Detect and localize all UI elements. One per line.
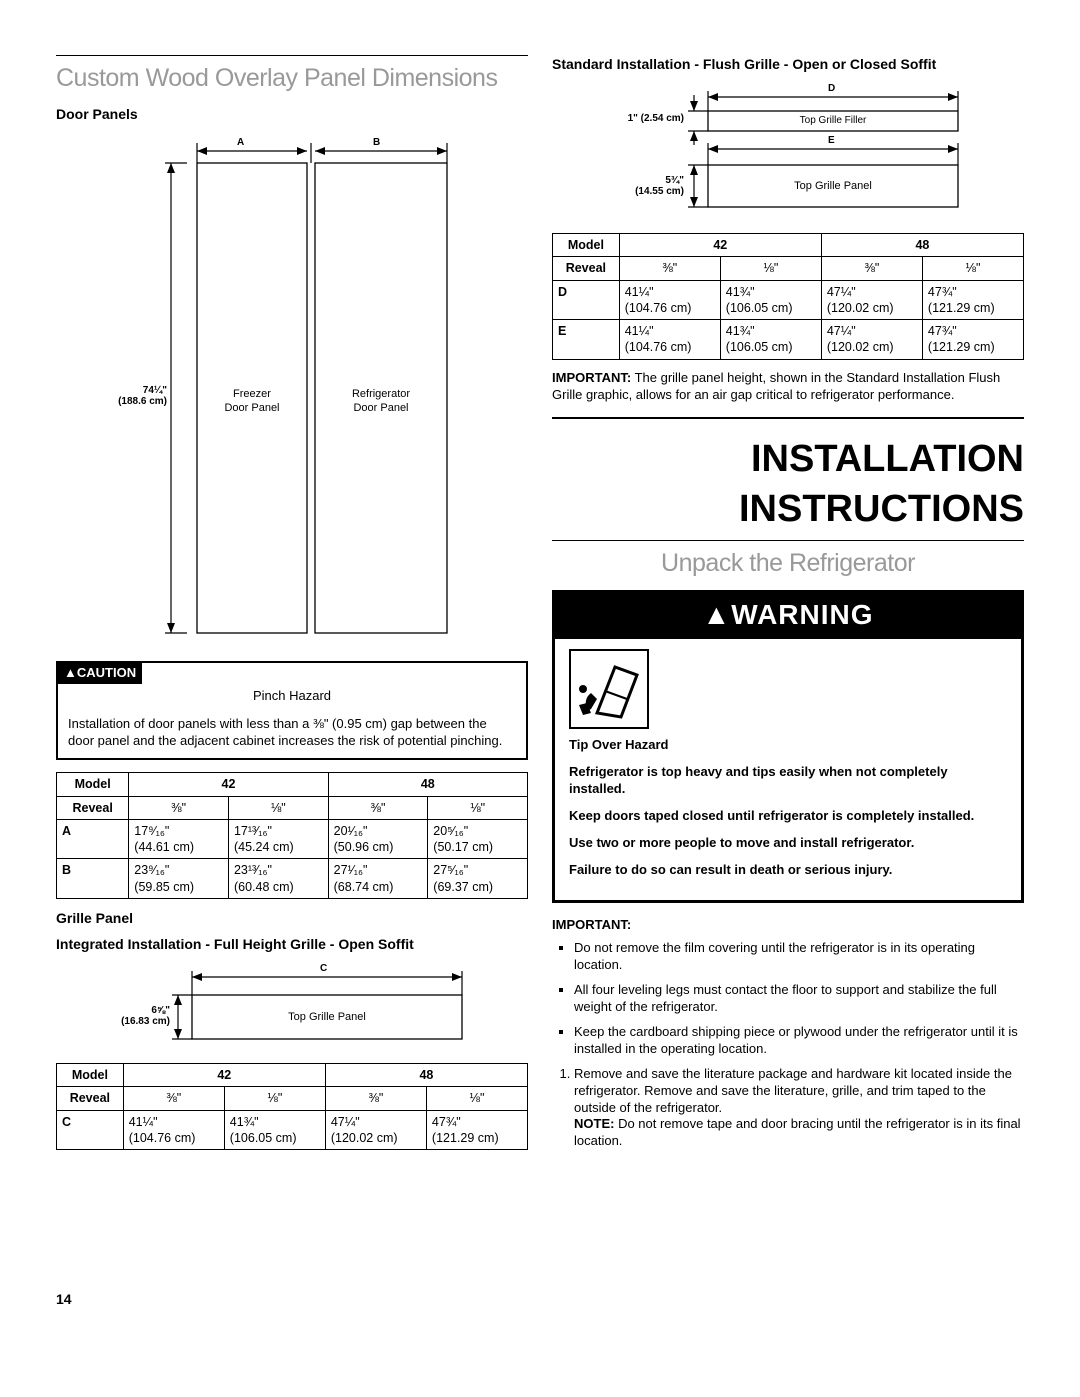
dim-filler-h: 1" (2.54 cm) [608,113,684,124]
integrated-grille-diagram: C 6⅝" (16.83 cm) Top Grille Panel [112,963,472,1053]
filler-label: Top Grille Filler [708,114,958,127]
standard-grille-diagram: D E 1" (2.54 cm) 5¾" (14.55 cm) Top Gril… [608,83,968,223]
door-panels-heading: Door Panels [56,105,528,123]
warning-header: ▲WARNING [555,593,1021,639]
integrated-grille-table: Model4248 Reveal⅜"⅛"⅜"⅛" C 41¼"(104.76 c… [56,1063,528,1150]
warning-p1: Refrigerator is top heavy and tips easil… [569,764,1007,798]
list-item: Do not remove the film covering until th… [574,940,1024,974]
important-bullets: Do not remove the film covering until th… [552,940,1024,1057]
tip-over-icon [569,649,649,729]
dim-E: E [828,135,835,146]
important-label: IMPORTANT: [552,917,1024,934]
warning-title: Tip Over Hazard [569,737,1007,754]
dim-grille-h: 6⅝" (16.83 cm) [112,1005,170,1027]
warning-p3: Use two or more people to move and insta… [569,835,1007,852]
fridge-label: Refrigerator Door Panel [315,387,447,416]
unpack-title: Unpack the Refrigerator [552,547,1024,580]
dim-C: C [320,963,327,974]
warning-p4: Failure to do so can result in death or … [569,862,1007,879]
warning-box: ▲WARNING Tip Over Hazard Refrigerator is… [552,590,1024,904]
grille-panel-heading: Grille Panel [56,909,528,927]
dim-panel-h: 5¾" (14.55 cm) [608,175,684,197]
dim-height: 74¼" (188.6 cm) [117,385,167,407]
panel-label: Top Grille Panel [708,179,958,193]
caution-label: ▲CAUTION [58,663,142,684]
installation-title: INSTALLATION INSTRUCTIONS [552,435,1024,534]
list-item: Remove and save the literature package a… [574,1066,1024,1150]
grille-important: IMPORTANT: The grille panel height, show… [552,370,1024,404]
integrated-heading: Integrated Installation - Full Height Gr… [56,935,528,953]
caution-body: Installation of door panels with less th… [58,710,526,758]
list-item: All four leveling legs must contact the … [574,982,1024,1016]
dim-B: B [373,137,380,148]
overlay-title: Custom Wood Overlay Panel Dimensions [56,62,528,95]
caution-box: ▲CAUTION Pinch Hazard Installation of do… [56,661,528,761]
standard-heading: Standard Installation - Flush Grille - O… [552,55,1024,73]
list-item: Keep the cardboard shipping piece or ply… [574,1024,1024,1058]
page-number: 14 [56,1290,528,1308]
steps-list: Remove and save the literature package a… [552,1066,1024,1150]
warning-p2: Keep doors taped closed until refrigerat… [569,808,1007,825]
door-panel-table: Model4248 Reveal⅜"⅛"⅜"⅛" A 17⁹⁄₁₆"(44.61… [56,772,528,899]
dim-A: A [237,137,244,148]
standard-grille-table: Model4248 Reveal⅜"⅛"⅜"⅛" D 41¼"(104.76 c… [552,233,1024,360]
grille-panel-label: Top Grille Panel [192,1010,462,1024]
caution-title: Pinch Hazard [58,684,526,711]
dim-D: D [828,83,835,94]
door-panel-diagram: A B 74¼" (188.6 cm) Freezer Door Panel R… [127,133,457,643]
freezer-label: Freezer Door Panel [197,387,307,416]
